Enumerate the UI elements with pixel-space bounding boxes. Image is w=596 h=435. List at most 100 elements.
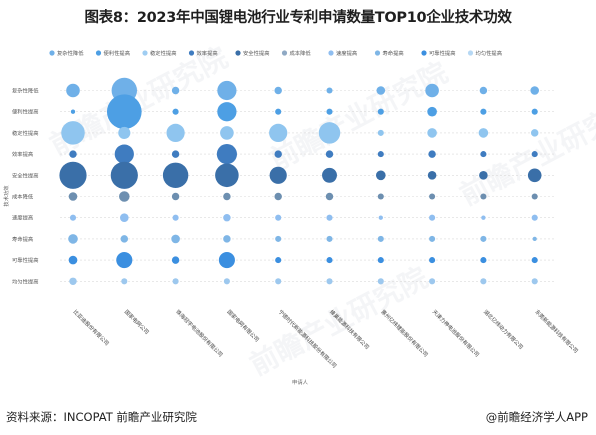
bubble (275, 108, 282, 115)
bubble (325, 150, 334, 158)
bubble (326, 108, 333, 115)
legend-marker (374, 50, 381, 56)
y-tick-label: 寿命提高 (12, 235, 33, 243)
bubble (428, 150, 436, 158)
bubble (427, 106, 437, 117)
bubble (480, 108, 487, 115)
bubble (429, 278, 436, 285)
bubble (479, 171, 488, 180)
legend-marker (235, 50, 241, 56)
bubble (375, 170, 386, 181)
bubble (530, 86, 539, 95)
y-tick-label: 均匀性提高 (12, 277, 39, 285)
bubble (69, 150, 77, 158)
bubble (116, 252, 133, 269)
bubble (274, 192, 282, 201)
bubble (377, 129, 384, 136)
x-tick-label: 湖北亿纬动力有限公司 (482, 308, 525, 351)
brand-credit: @前瞻经济学人APP (485, 410, 588, 424)
bubble (275, 214, 282, 221)
bubble (69, 277, 77, 286)
bubble (530, 129, 539, 137)
bubble (425, 83, 439, 98)
bubble (61, 121, 85, 145)
bubble (480, 278, 487, 285)
bubble (106, 94, 142, 130)
y-tick-label: 成本降低 (12, 193, 34, 201)
bubble (531, 257, 538, 264)
bubble (68, 255, 78, 265)
bubble (59, 161, 87, 189)
legend-marker (188, 50, 195, 56)
bubble (480, 257, 487, 264)
legend-label: 稳定性提高 (150, 49, 177, 57)
bubble (166, 123, 185, 143)
legend-label: 安全性提高 (243, 49, 270, 57)
bubble (216, 144, 237, 165)
legend-label: 均匀性提高 (476, 49, 503, 57)
bubble (171, 86, 180, 95)
bubble (70, 109, 76, 114)
bubble (531, 151, 538, 158)
legend-label: 效率提高 (197, 49, 218, 57)
x-tick-label: 国家电网有限公司 (225, 308, 261, 344)
x-tick-label: 蜂巢能源科技有限公司 (328, 308, 371, 351)
bubble (68, 192, 78, 201)
bubble (275, 257, 282, 264)
bubble (377, 278, 384, 285)
bubble (481, 215, 486, 220)
bubble (326, 257, 333, 264)
bubble (118, 126, 131, 139)
y-tick-label: 效率提高 (12, 150, 33, 158)
bubble (531, 108, 538, 115)
y-tick-label: 安全性提高 (12, 171, 39, 179)
legend-label: 便利性提高 (104, 49, 131, 57)
bubble (274, 86, 282, 95)
bubble (218, 252, 235, 269)
legend-marker (49, 50, 55, 56)
legend-marker (467, 50, 474, 56)
bubble (376, 86, 386, 95)
bubble (478, 128, 489, 138)
legend-marker (328, 50, 334, 56)
bubble (378, 215, 383, 220)
bubble (326, 214, 333, 221)
legend-marker (142, 50, 148, 56)
bubble (119, 191, 130, 202)
bubble (171, 192, 180, 201)
bubble (215, 163, 239, 188)
bubble (325, 192, 334, 201)
legend-label: 速度提高 (336, 49, 357, 57)
x-tick-label: 比亚迪股份有限公司 (72, 308, 111, 347)
legend-marker (281, 50, 288, 56)
bubble (223, 213, 231, 222)
bubble (377, 235, 384, 242)
y-tick-label: 便利性提高 (12, 108, 39, 116)
bubble (172, 214, 179, 221)
legend-label: 复杂性降低 (57, 49, 84, 57)
bubble (114, 144, 134, 164)
bubble (377, 108, 384, 115)
bubble (275, 278, 282, 285)
bubble (480, 151, 487, 158)
bubble (171, 256, 180, 264)
bubble (121, 278, 128, 285)
page-title: 图表8：2023年中国锂电池行业专利申请数量TOP10企业技术功效 (84, 10, 512, 26)
bubble (480, 235, 487, 242)
bubble (429, 235, 436, 242)
legend-label: 寿命提高 (383, 49, 404, 57)
source-note: 资料来源：INCOPAT 前瞻产业研究院 (6, 410, 197, 424)
y-tick-label: 稳定性提高 (12, 129, 39, 137)
x-tick-label: 宁德时代新能源科技股份有限公司 (277, 308, 339, 370)
bubble (427, 128, 437, 138)
bubble (217, 80, 237, 101)
bubble (377, 193, 384, 200)
bubble (172, 278, 179, 285)
bubble (269, 166, 287, 184)
x-tick-label: 珠海冠宇电池股份有限公司 (174, 308, 225, 359)
bubble (171, 234, 180, 244)
bubble (326, 87, 333, 94)
bubble (172, 108, 179, 115)
bubble (220, 126, 234, 140)
legend-marker (421, 50, 427, 56)
